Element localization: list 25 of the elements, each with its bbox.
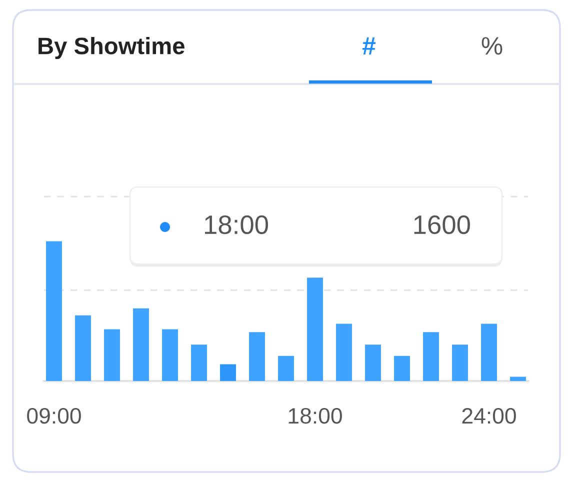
bar — [104, 329, 120, 381]
bar — [307, 278, 323, 381]
bar — [133, 308, 149, 381]
bar — [75, 315, 91, 381]
bar — [46, 241, 62, 381]
chart-title: By Showtime — [38, 36, 184, 60]
bar — [278, 356, 294, 381]
text: 1600 — [414, 215, 470, 234]
text: # — [362, 37, 376, 54]
bar — [510, 376, 526, 381]
bar — [394, 356, 410, 381]
text: % — [482, 37, 502, 55]
bar — [336, 324, 352, 381]
bar — [162, 329, 178, 381]
bar — [191, 344, 207, 381]
text: 18:00 — [205, 215, 268, 234]
bar — [365, 344, 381, 381]
bar — [481, 324, 497, 381]
x-tick-label: 09:00 — [27, 408, 81, 424]
bar — [452, 344, 468, 381]
bar — [423, 332, 439, 381]
bar — [220, 364, 236, 381]
x-tick-label: 18:00 — [288, 408, 342, 424]
x-tick-label: 24:00 — [462, 408, 516, 424]
bar — [249, 332, 265, 381]
